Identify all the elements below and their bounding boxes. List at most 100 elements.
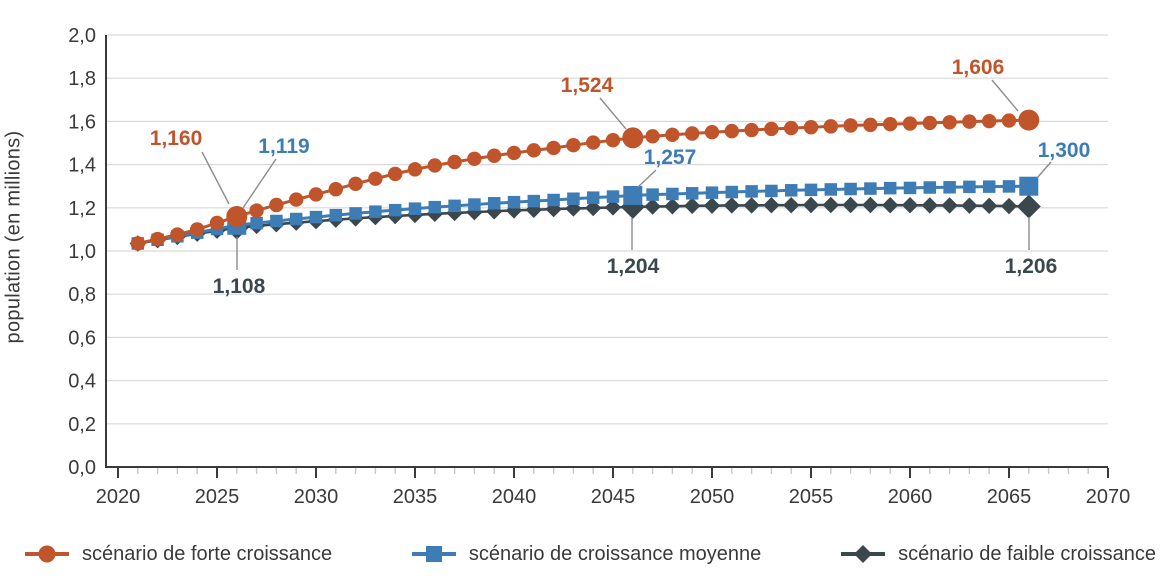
data-point-square (963, 180, 976, 194)
annotation-leader-line (201, 151, 230, 205)
annotation-leader-line (991, 79, 1019, 112)
data-point-diamond (842, 196, 859, 214)
x-tick-label: 2070 (1086, 486, 1131, 508)
data-point-square (329, 208, 343, 222)
annotation-value-label: 1,606 (952, 56, 1005, 79)
x-tick-label: 2050 (690, 486, 735, 508)
y-tick-label: 2,0 (68, 25, 96, 47)
series-line-square (137, 184, 1029, 245)
y-tick-label: 0,4 (68, 371, 96, 393)
data-point-circle (427, 158, 442, 173)
y-tick-label: 0,2 (68, 414, 96, 436)
data-point-diamond (664, 198, 681, 215)
annotation-leader-line (599, 97, 627, 130)
data-point-square (666, 187, 679, 201)
data-point-circle (784, 120, 799, 136)
data-point-square (705, 186, 719, 199)
data-point-square (527, 194, 541, 208)
data-point-circle (170, 227, 185, 242)
data-point-square (270, 214, 283, 228)
y-tick-label: 1,4 (68, 155, 96, 177)
data-point-diamond (981, 197, 998, 215)
data-point-diamond (743, 197, 760, 214)
y-tick-label: 0,8 (68, 284, 96, 306)
data-point-circle (605, 132, 621, 148)
data-point-diamond (723, 197, 740, 214)
data-point-circle (942, 115, 957, 130)
data-point-square (448, 199, 461, 213)
data-point-circle (823, 119, 838, 134)
data-point-diamond (802, 196, 820, 214)
data-point-square (289, 212, 303, 226)
data-point-circle (289, 192, 304, 207)
data-point-circle (982, 113, 997, 129)
annotation-value-label: 1,206 (1005, 255, 1058, 278)
data-point-square (725, 185, 739, 199)
data-point-circle (1018, 109, 1040, 131)
data-point-diamond (862, 196, 879, 214)
data-point-circle (1001, 113, 1017, 128)
data-point-square (765, 184, 778, 198)
annotation-value-label: 1,204 (607, 255, 660, 278)
y-tick-label: 0,0 (68, 457, 96, 479)
data-point-circle (348, 176, 363, 192)
data-point-circle (863, 117, 878, 133)
data-point-square (606, 190, 620, 203)
data-point-square (369, 205, 382, 218)
data-point-diamond (822, 196, 839, 214)
data-point-circle (724, 123, 739, 139)
data-point-diamond (941, 197, 958, 214)
x-tick-label: 2040 (492, 486, 537, 508)
data-point-circle (209, 215, 225, 231)
data-point-diamond (644, 198, 661, 215)
data-point-diamond (961, 197, 978, 214)
annotation-value-label: 1,160 (150, 127, 203, 150)
data-point-circle (546, 140, 561, 156)
x-tick-label: 2065 (987, 486, 1032, 508)
data-point-square (507, 195, 521, 209)
data-point-diamond (565, 200, 582, 217)
data-point-square (309, 210, 323, 224)
data-point-square (567, 192, 580, 205)
data-point-diamond (783, 197, 800, 214)
y-tick-label: 1,2 (68, 198, 96, 220)
legend-label: scénario de forte croissance (82, 542, 333, 565)
y-tick-label: 0,6 (68, 327, 96, 349)
data-point-circle (269, 197, 284, 213)
data-point-circle (622, 127, 644, 149)
data-point-circle (685, 126, 700, 141)
annotation-value-label: 1,108 (213, 275, 266, 298)
data-point-circle (704, 125, 720, 140)
data-point-circle (407, 162, 423, 177)
data-point-circle (744, 122, 759, 138)
data-point-square (1019, 176, 1039, 196)
x-tick-label: 2045 (591, 486, 636, 508)
chart-legend: scénario de forte croissance scénario de… (0, 533, 1170, 575)
data-point-diamond (901, 197, 919, 214)
data-point-circle (328, 182, 343, 197)
data-point-square (623, 185, 643, 205)
data-point-square (685, 187, 699, 200)
data-point-diamond (763, 197, 780, 214)
x-tick-label: 2025 (195, 486, 240, 508)
diamond-marker-icon (841, 545, 886, 563)
data-point-square (349, 207, 362, 220)
data-point-diamond (1000, 197, 1018, 215)
legend-item-forte-croissance: scénario de forte croissance (24, 543, 332, 566)
data-point-circle (368, 171, 383, 186)
x-tick-label: 2055 (789, 486, 834, 508)
data-point-circle (226, 205, 248, 227)
annotation-leader-line (242, 158, 277, 209)
data-point-circle (388, 166, 403, 182)
data-point-square (883, 181, 897, 195)
data-point-diamond (1016, 194, 1041, 219)
data-point-circle (962, 114, 977, 129)
data-point-square (388, 203, 402, 217)
data-point-circle (487, 148, 502, 163)
series-line-circle (137, 118, 1029, 245)
annotation-leader-line (1036, 161, 1052, 179)
data-point-diamond (585, 199, 602, 217)
data-point-square (804, 183, 818, 197)
y-axis-title: population (en millions) (2, 130, 25, 344)
